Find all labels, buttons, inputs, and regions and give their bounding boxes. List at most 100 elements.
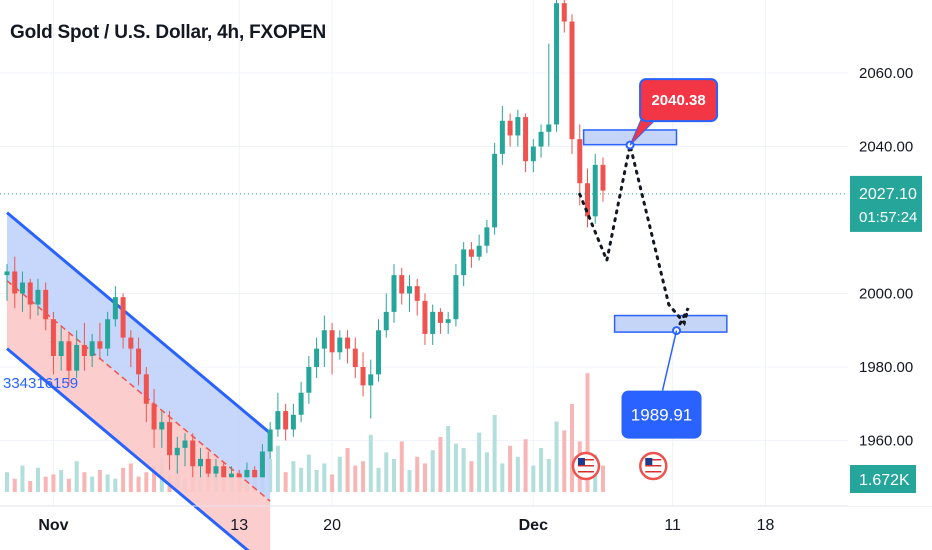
candle-body: [484, 227, 490, 246]
candle-body: [461, 249, 467, 276]
candle-body: [468, 249, 474, 257]
volume-bar: [453, 443, 458, 492]
flag-stripe: [645, 462, 662, 464]
candle-body: [515, 117, 521, 136]
candle-body: [66, 341, 72, 371]
volume-bar: [322, 463, 327, 492]
volume-bar: [113, 478, 118, 492]
target-callout[interactable]: [621, 390, 702, 439]
channel-lower-line[interactable]: [6, 347, 270, 550]
price-tick-label: 1980.00: [859, 359, 913, 376]
candle-body: [221, 466, 227, 478]
volume-bar: [600, 465, 605, 492]
channel-upper-line[interactable]: [6, 211, 272, 435]
volume-bar: [59, 470, 64, 492]
chart-title: Gold Spot / U.S. Dollar, 4h, FXOPEN: [10, 22, 327, 43]
volume-bar: [570, 404, 575, 492]
volume-bar: [562, 430, 567, 492]
flag-stripe: [645, 465, 662, 467]
volume-bar: [353, 465, 358, 492]
descending-channel[interactable]: 334316159: [3, 211, 272, 550]
candle-body: [383, 311, 389, 331]
candle-body: [27, 282, 33, 305]
volume-bar: [43, 476, 48, 492]
current-price-label: 2027.10: [859, 186, 917, 203]
peak-callout[interactable]: [639, 78, 719, 123]
candle-body: [128, 337, 134, 349]
volume-bar: [314, 470, 319, 492]
volume-bar: [330, 474, 335, 492]
volume-bar: [337, 456, 342, 492]
candle-body: [476, 245, 482, 257]
candle-body: [174, 447, 180, 456]
candle-body: [205, 458, 211, 474]
time-tick-label: 18: [757, 517, 775, 534]
candle-body: [12, 271, 18, 294]
candle-body: [252, 469, 258, 478]
time-tick-label: 13: [230, 517, 248, 534]
candle-body: [345, 337, 351, 349]
candle-body: [538, 131, 544, 147]
candle-body: [569, 21, 575, 140]
candle-body: [406, 286, 412, 294]
candle-body: [585, 183, 590, 217]
volume-bar: [144, 472, 149, 492]
time-axis[interactable]: Nov 13 20 Dec 11 18: [38, 517, 774, 534]
volume-bar: [415, 456, 420, 492]
candle-body: [4, 271, 10, 276]
candle-body: [112, 297, 118, 320]
candle-body: [561, 3, 567, 22]
current-price-badge[interactable]: [850, 175, 922, 232]
candle-body: [422, 300, 428, 334]
flag-stripe: [645, 459, 662, 461]
candle-body: [492, 153, 498, 228]
volume-bar: [128, 463, 133, 492]
volume-bar: [368, 434, 373, 492]
volume-bar: [51, 474, 56, 492]
flag-stripe: [645, 468, 662, 470]
channel-lower-fill: [7, 280, 271, 550]
volume-badge[interactable]: [850, 465, 916, 493]
volume-bar: [438, 437, 443, 492]
candle-body: [337, 337, 343, 353]
candle-body: [105, 319, 111, 349]
candle-body: [19, 282, 25, 294]
candle-body: [81, 344, 87, 356]
volume-bar: [136, 476, 141, 492]
price-tick-label: 2000.00: [859, 286, 913, 303]
flag-canton: [645, 458, 653, 465]
candle-body: [190, 440, 196, 467]
candle-body: [259, 451, 265, 478]
candle-body: [445, 319, 451, 323]
projection-overlay[interactable]: 2040.38 1989.91: [0, 78, 846, 481]
volume-bar: [384, 452, 389, 492]
price-axis[interactable]: 2060.00 2040.00 2000.00 1980.00 1960.00 2027.…: [848, 0, 932, 506]
candle-body: [499, 120, 505, 154]
volume-bar: [20, 465, 25, 492]
candle-body: [182, 440, 188, 448]
flag-stripe: [577, 471, 594, 473]
target-zone[interactable]: [613, 314, 728, 333]
volume-bar: [484, 452, 489, 492]
candle-body: [376, 330, 382, 375]
volume-bar: [500, 463, 505, 492]
flag-stripe: [577, 462, 594, 464]
candle-body: [368, 374, 374, 386]
volume-bar: [82, 472, 87, 492]
volume-bar: [66, 478, 71, 492]
projection-path[interactable]: [578, 144, 690, 333]
volume-bar: [461, 448, 466, 492]
candle-body: [283, 411, 289, 430]
candle-body: [414, 286, 420, 301]
flag-stripe: [577, 465, 594, 467]
candle-body: [554, 3, 560, 125]
candle-body: [120, 297, 126, 338]
volume-bar: [152, 465, 157, 492]
volume-bar: [531, 465, 536, 492]
candle-body: [50, 319, 56, 356]
volume-bar: [283, 472, 288, 492]
candle-body: [592, 164, 598, 217]
candle-body: [360, 367, 366, 386]
volume-bar: [105, 474, 110, 492]
